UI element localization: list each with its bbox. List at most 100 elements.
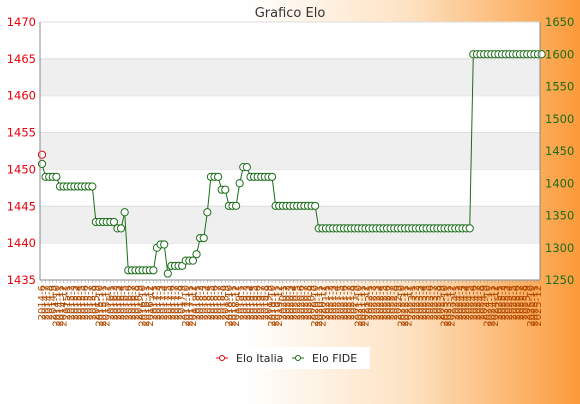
x-tick-label: 2025-3 [501,285,512,320]
data-point [160,240,169,249]
legend-label: Elo Italia [236,352,283,365]
x-tick-label: 2018-10 [224,285,235,327]
x-tick-label: 2022-11 [400,285,411,327]
x-tick-label: 2021-1 [321,285,332,320]
x-tick-label: 2022-2 [368,285,379,320]
x-tick-label: 2022-12 [404,285,415,327]
x-tick-label: 2019-2 [238,285,249,320]
x-tick-label: 2020-8 [303,285,314,320]
x-tick-label: 2020-1 [278,285,289,320]
legend-marker [295,355,301,361]
x-tick-label: 2015-10 [95,285,106,327]
legend: Elo Italia Elo FIDE [210,347,370,369]
x-tick-label: 2015-7 [84,285,95,320]
x-tick-label: 2020-5 [292,285,303,320]
x-tick-label: 2023-1 [407,285,418,320]
x-tick-label: 2019-10 [267,285,278,327]
x-tick-label: 2019-1 [235,285,246,320]
x-tick-label: 2023-3 [414,285,425,320]
data-point [231,201,241,210]
x-tick-label: 2015-2 [66,285,77,320]
x-tick-label: 2014-9 [48,285,59,320]
y-right-tick-label: 1350 [545,209,574,223]
y-left-tick-label: 1465 [7,52,36,66]
x-tick-label: 2019-5 [249,285,260,320]
x-tick-label: 2021-8 [346,285,357,320]
x-tick-label: 2025-4 [504,285,515,320]
x-tick-label: 2017-12 [188,285,199,327]
x-tick-label: 2023-12 [447,285,458,327]
x-tick-label: 2021-3 [328,285,339,320]
x-tick-label: 2022-3 [371,285,382,320]
data-point [149,266,158,275]
x-tick-label: 2025-5 [508,285,519,320]
legend-label: Elo FIDE [312,352,357,365]
data-point [235,179,244,188]
x-tick-label: 2014-7 [41,285,52,320]
x-tick-label: 2021-6 [339,285,350,320]
data-point [214,172,223,181]
x-tick-label: 2017-7 [170,285,181,320]
y-right-tick-label: 1500 [545,112,574,126]
x-tick-label: 2016-3 [112,285,123,320]
data-point [199,233,208,243]
x-tick-label: 2023-7 [429,285,440,320]
x-tick-label: 2016-4 [116,285,127,320]
x-tick-label: 2015-6 [80,285,91,320]
x-tick-label: 2022-10 [396,285,407,327]
data-point [116,224,126,233]
x-tick-label: 2022-8 [389,285,400,320]
x-tick-label: 2024-7 [472,285,483,320]
x-tick-label: 2025-9 [522,285,533,320]
x-tick-label: 2017-6 [166,285,177,320]
data-point [203,208,212,217]
x-tick-label: 2020-3 [285,285,296,320]
x-tick-label: 2020-4 [289,285,300,320]
x-tick-label: 2017-9 [177,285,188,320]
x-tick-label: 2014-6 [37,285,48,320]
grid [40,21,540,244]
x-tick-label: 2024-10 [483,285,494,327]
x-tick-label: 2024-6 [468,285,479,320]
x-tick-label: 2024-12 [490,285,501,327]
x-tick-label: 2024-9 [479,285,490,320]
data-point [311,201,320,210]
x-tick-label: 2019-3 [242,285,253,320]
legend-box [210,347,370,369]
x-tick-label: 2018-8 [217,285,228,320]
x-tick-label: 2019-6 [253,285,264,320]
y-left-tick-label: 1440 [7,236,36,250]
x-tick-label: 2022-1 [364,285,375,320]
x-tick-label: 2017-11 [184,285,195,327]
y-left-tick-label: 1450 [7,162,36,176]
x-tick-label: 2015-3 [69,285,80,320]
x-tick-label: 2018-5 [206,285,217,320]
x-tick-label: 2014-12 [59,285,70,327]
data-point [267,172,277,181]
x-tick-label: 2017-2 [152,285,163,320]
x-tick-label: 2015-1 [62,285,73,320]
x-tick-label: 2019-8 [260,285,271,320]
data-point [188,256,198,265]
data-point [221,185,230,194]
series-layer [37,50,546,278]
x-tick-label: 2020-12 [317,285,328,327]
x-tick-label: 2021-11 [357,285,368,327]
x-tick-label: 2017-5 [163,285,174,320]
x-tick-label: 2020-6 [296,285,307,320]
x-tick-label: 2017-8 [174,285,185,320]
x-tick-label: 2025-1 [493,285,504,320]
data-point [120,208,129,217]
x-tick-label: 2021-5 [335,285,346,320]
x-tick-label: 2023-6 [425,285,436,320]
data-point [192,250,201,259]
x-tick-label: 2025-11 [529,285,540,327]
x-tick-label: 2016-1 [105,285,116,320]
x-tick-label: 2015-12 [102,285,113,327]
x-tick-label: 2019-11 [271,285,282,327]
y-left-tick-label: 1435 [7,273,36,287]
x-tick-label: 2022-7 [386,285,397,320]
x-tick-label: 2016-8 [130,285,141,320]
x-tick-label: 2020-10 [310,285,321,327]
x-tick-label: 2018-2 [195,285,206,320]
